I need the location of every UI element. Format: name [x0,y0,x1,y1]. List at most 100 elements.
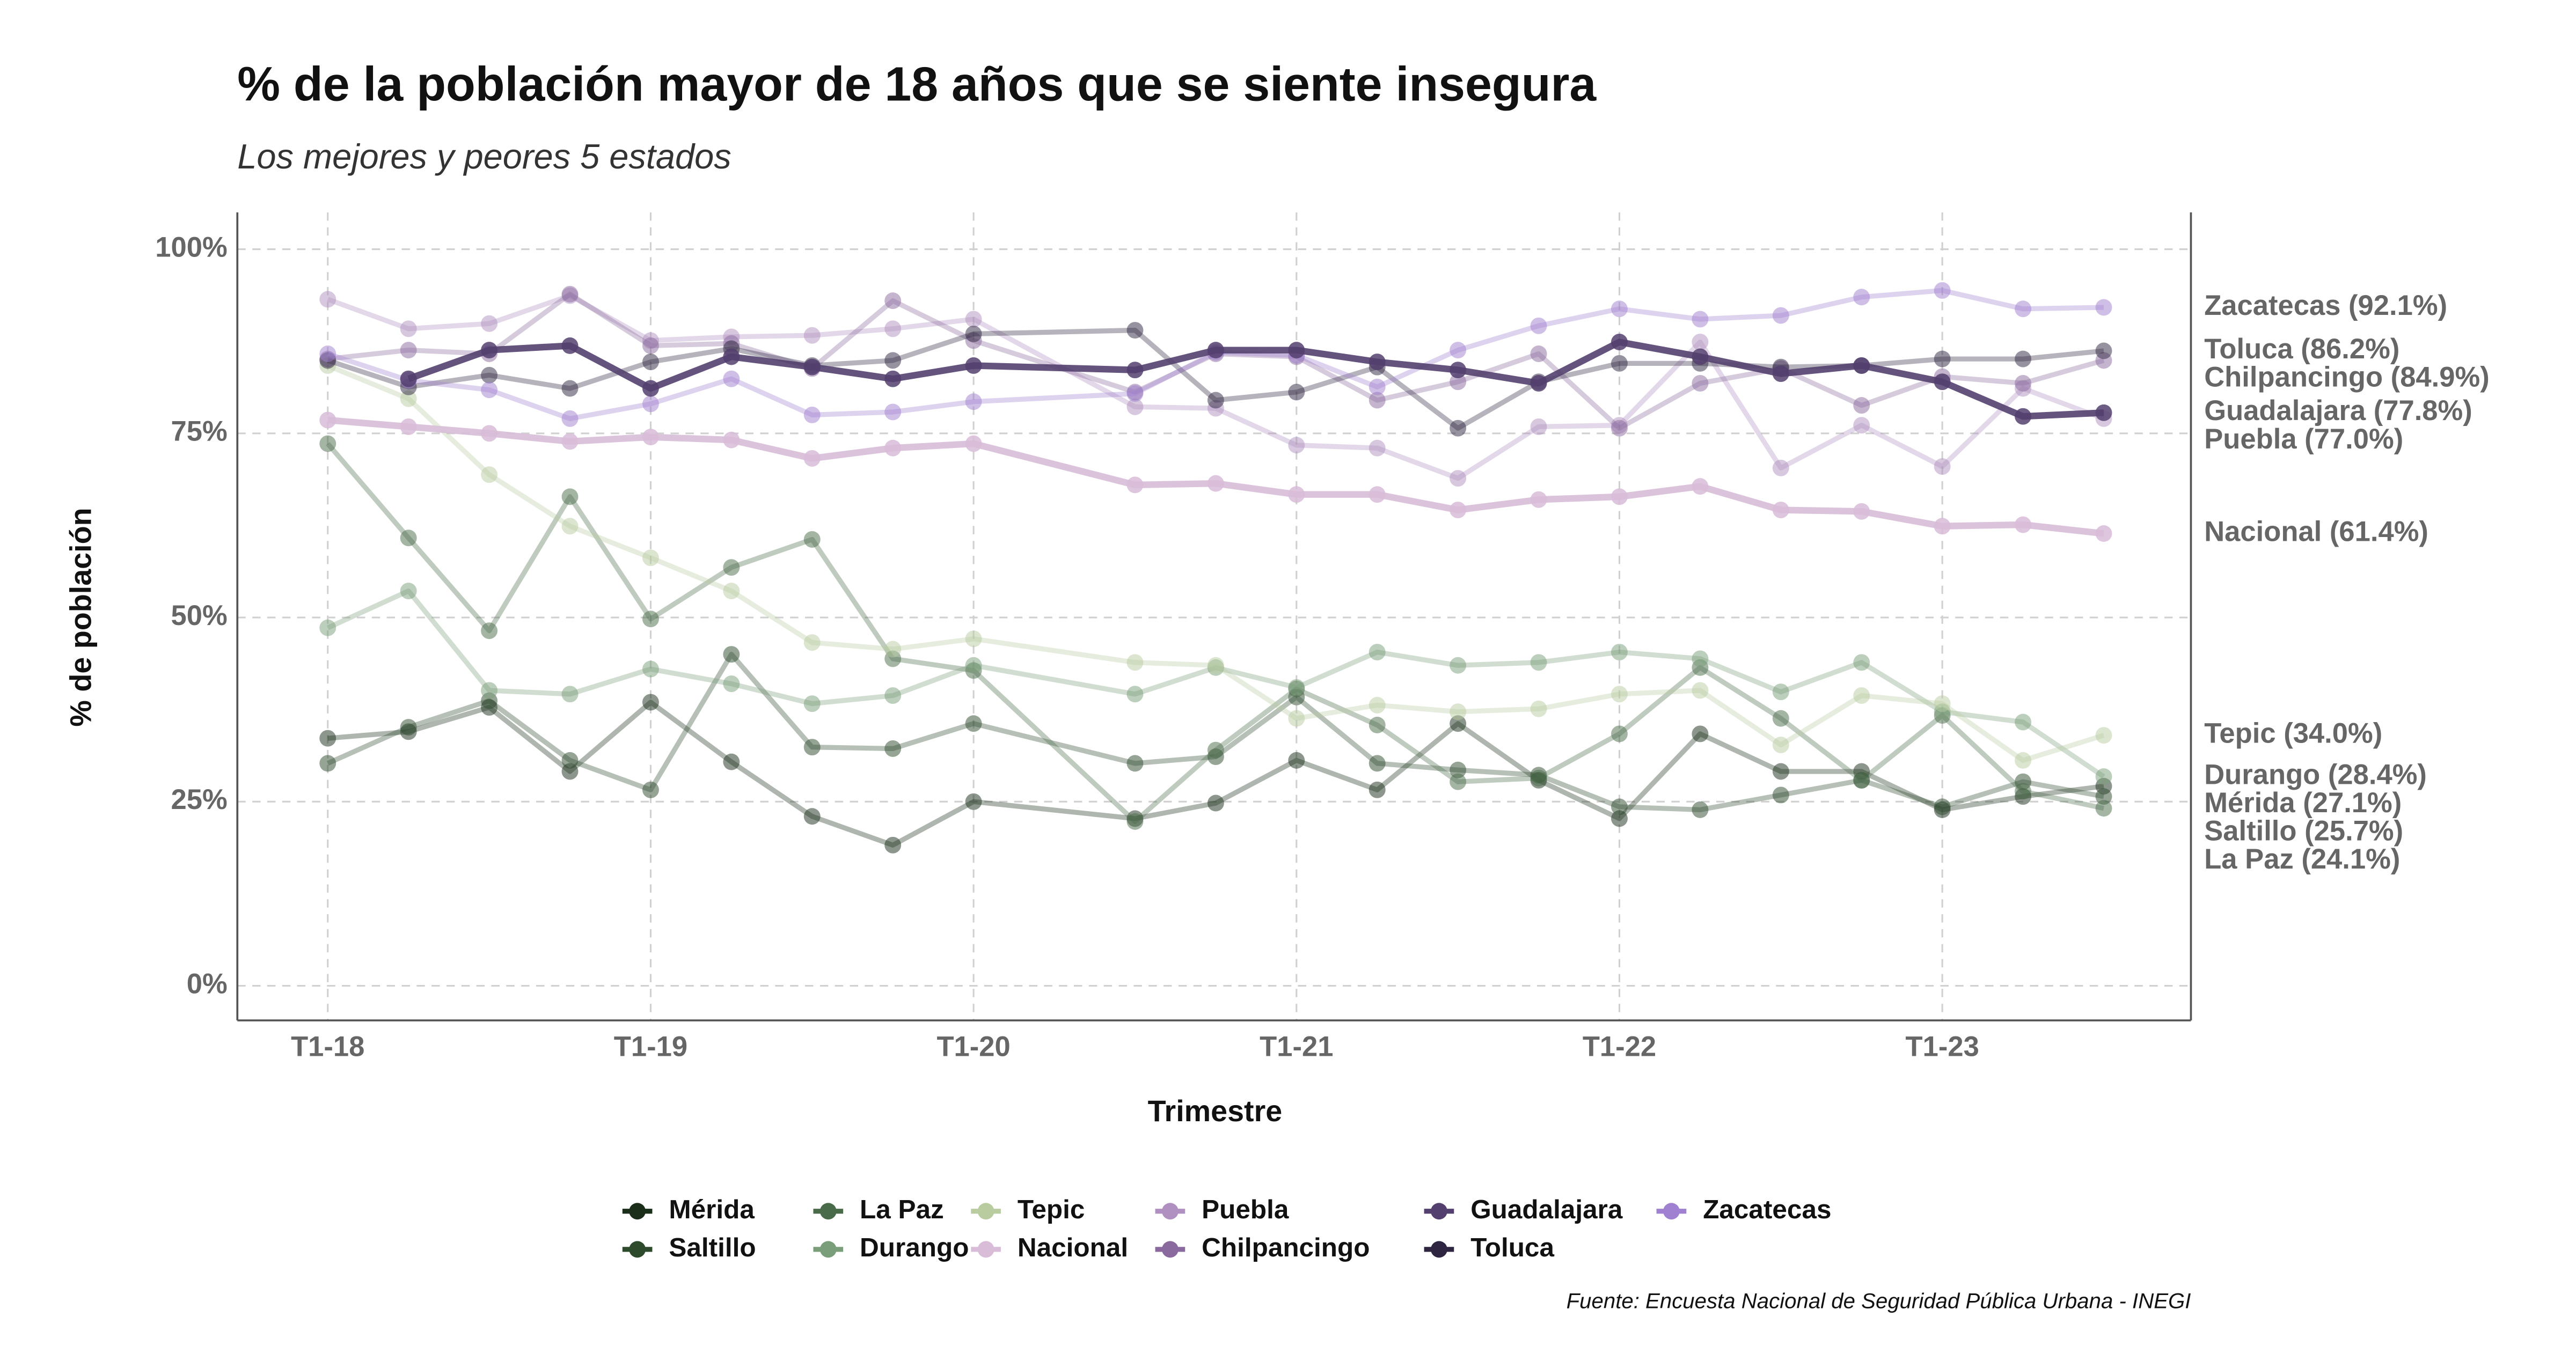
data-point [884,403,902,421]
data-point [2015,300,2032,318]
data-point [1530,700,1547,717]
data-point [965,393,982,410]
data-point [319,619,336,636]
data-point [1611,644,1628,661]
data-point [723,559,740,576]
legend-swatch-point [819,1241,837,1258]
data-point [803,327,821,344]
data-point [319,755,336,772]
series [319,357,2112,769]
legend-item: Toluca [1424,1233,1554,1262]
data-point [1692,478,1709,495]
data-point [1368,644,1386,661]
data-point [642,694,659,711]
x-axis-title: Trimestre [1148,1094,1283,1128]
data-point [1692,801,1709,818]
series [319,287,2112,487]
data-point [1288,342,1305,359]
data-point [2095,342,2112,359]
data-point [1934,373,1951,391]
data-point [1207,475,1224,492]
data-point [1611,334,1628,350]
y-tick-label: 75% [171,416,228,447]
data-point [642,354,659,371]
data-point [1934,350,1951,367]
data-point [723,753,740,770]
legend-item: Durango [813,1233,969,1262]
data-point [400,583,417,600]
end-label: Zacatecas (92.1%) [2204,290,2447,321]
data-point [400,418,417,435]
data-point [723,675,740,693]
data-point [561,488,579,505]
data-point [2015,374,2032,392]
y-tick-label: 50% [171,600,228,631]
data-point [884,352,902,369]
data-point [1530,317,1547,334]
data-point [1288,710,1305,727]
data-point [1692,682,1709,699]
data-point [1530,769,1547,786]
legend-swatch-point [1663,1203,1680,1220]
data-point [561,337,579,354]
data-point [1126,813,1144,830]
data-point [1207,657,1224,674]
data-point [723,583,740,600]
legend-label: Saltillo [669,1233,756,1262]
data-point [1288,486,1305,503]
data-point [884,836,902,854]
end-label: Toluca (86.2%) [2204,333,2399,365]
y-tick-label: 25% [171,784,228,815]
legend-swatch-point [819,1203,837,1220]
data-point [1450,715,1467,732]
legend-label: Puebla [1202,1195,1289,1224]
data-point [319,345,336,362]
data-point [1450,420,1467,437]
data-point [400,529,417,547]
data-point [965,311,982,328]
data-point [723,431,740,448]
data-point [1288,679,1305,696]
data-point [481,342,498,359]
data-point [1530,491,1547,508]
data-point [2015,350,2032,367]
data-point [561,285,579,303]
legend-item: La Paz [813,1195,944,1224]
legend-item: Zacatecas [1656,1195,1831,1224]
data-point [1853,654,1870,671]
legend: Mérida Saltillo La Paz Durango Tepic Nacional… [622,1195,1831,1262]
data-point [1207,795,1224,812]
data-point [1692,334,1709,350]
legend-swatch-point [629,1241,646,1258]
data-point [884,439,902,457]
data-point [803,358,821,376]
data-point [1368,781,1386,798]
legend-label: Nacional [1018,1233,1128,1262]
data-point [642,429,659,446]
series [319,411,2112,542]
legend-item: Chilpancingo [1155,1233,1370,1262]
legend-label: Mérida [669,1195,755,1224]
data-point [1288,384,1305,401]
data-point [803,808,821,825]
data-point [1368,439,1386,457]
legend-swatch-point [1161,1203,1179,1220]
data-point [1450,373,1467,391]
data-point [1368,378,1386,395]
data-point [1288,752,1305,769]
data-point [1853,503,1870,520]
series [400,334,2112,425]
data-point [1611,300,1628,318]
data-point [642,395,659,413]
x-tick-label: T1-21 [1260,1031,1333,1063]
x-tick-label: T1-20 [936,1031,1010,1063]
end-label: La Paz (24.1%) [2204,843,2400,875]
legend-item: Guadalajara [1424,1195,1623,1224]
data-point [1126,755,1144,772]
legend-swatch-point [1430,1203,1447,1220]
data-point [2095,727,2112,744]
data-point [1611,798,1628,815]
data-point [642,781,659,798]
legend-item: Puebla [1155,1195,1289,1224]
